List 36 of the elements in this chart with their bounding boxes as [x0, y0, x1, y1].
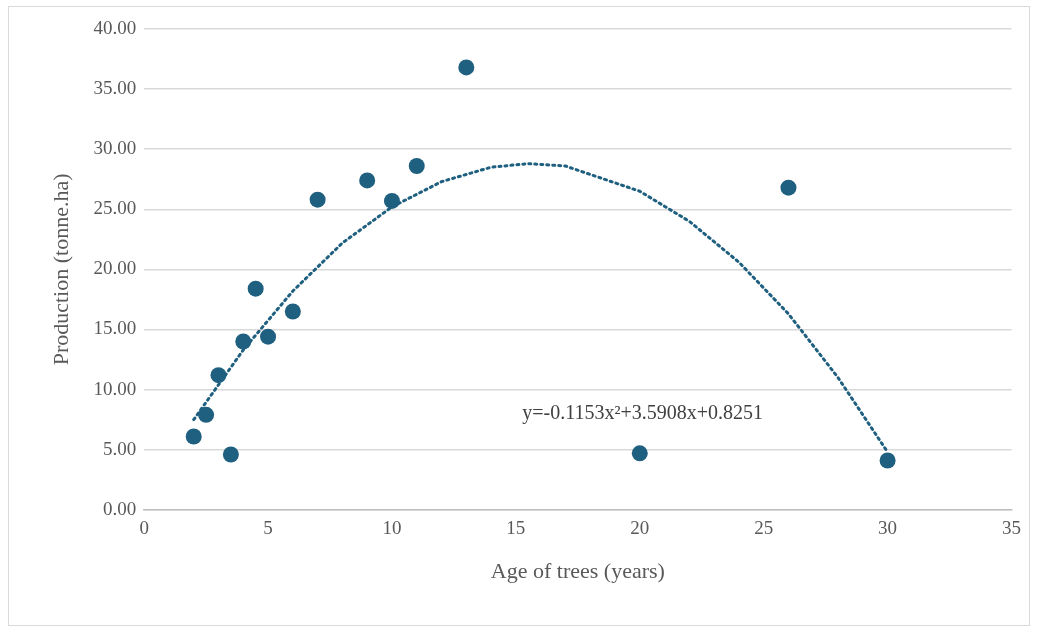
- y-tick-label: 40.00: [93, 16, 137, 38]
- x-tick-label: 10: [382, 517, 402, 539]
- point: [222, 446, 239, 463]
- point: [198, 406, 215, 423]
- y-tick-label: 20.00: [93, 257, 137, 279]
- x-tick-label: 5: [263, 517, 273, 539]
- x-tick-label: 15: [506, 517, 526, 539]
- x-tick-label: 35: [1002, 517, 1021, 539]
- y-axis-title: Production (tonne.ha): [47, 173, 73, 366]
- point: [458, 59, 475, 76]
- point: [185, 428, 202, 445]
- point: [879, 452, 896, 469]
- x-tick-label: 30: [878, 517, 898, 539]
- y-tick-label: 10.00: [93, 377, 137, 399]
- point: [210, 367, 227, 384]
- y-tick-label: 15.00: [93, 317, 137, 339]
- x-tick-label: 20: [630, 517, 650, 539]
- point: [247, 280, 264, 297]
- y-tick-label: 5.00: [102, 437, 137, 459]
- y-tick-label: 25.00: [93, 197, 137, 219]
- point: [235, 333, 252, 350]
- x-axis-title: Age of trees (years): [490, 557, 665, 583]
- x-tick-label: 25: [754, 517, 774, 539]
- point: [284, 303, 301, 320]
- point: [780, 179, 797, 196]
- point: [631, 445, 648, 462]
- point: [383, 192, 400, 209]
- y-tick-label: 0.00: [102, 497, 137, 519]
- point: [309, 191, 326, 208]
- point: [408, 158, 425, 175]
- x-tick-label: 0: [139, 517, 149, 539]
- y-tick-label: 35.00: [93, 77, 137, 99]
- point: [260, 328, 277, 345]
- y-tick-label: 30.00: [93, 137, 137, 159]
- annotation: y=-0.1153x²+3.5908x+0.8251: [522, 400, 764, 424]
- point: [359, 172, 376, 189]
